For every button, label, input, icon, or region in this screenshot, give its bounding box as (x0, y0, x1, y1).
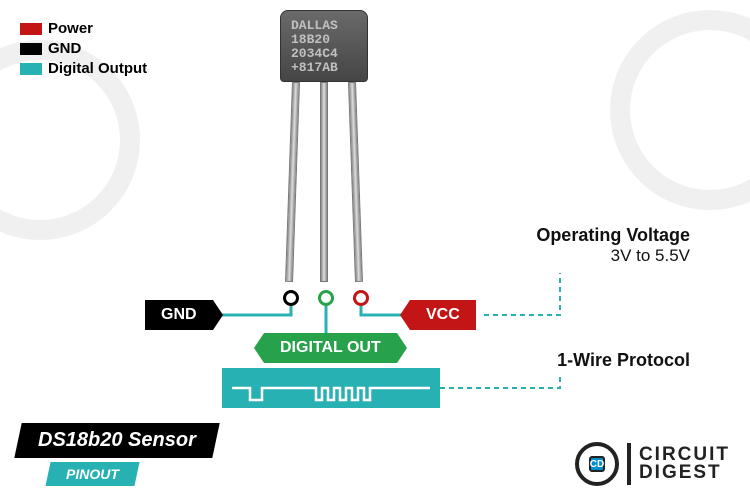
waveform-box (222, 368, 440, 408)
logo-icon: CD (575, 442, 619, 486)
pin-label-text: VCC (426, 306, 460, 323)
pin-label-text: GND (161, 306, 197, 323)
waveform-icon (222, 368, 440, 408)
annotation-value: 3V to 5.5V (536, 246, 690, 266)
title-sub: PINOUT (45, 462, 139, 486)
legend-label: GND (48, 40, 81, 57)
legend-item-power: Power (20, 20, 147, 37)
annotation-title: 1-Wire Protocol (557, 350, 690, 371)
title-block: DS18b20 Sensor PINOUT (18, 423, 216, 486)
legend-swatch (20, 23, 42, 35)
terminal-gnd (283, 290, 299, 306)
legend-item-digital: Digital Output (20, 60, 147, 77)
legend-swatch (20, 63, 42, 75)
title-main-text: DS18b20 Sensor (38, 429, 196, 452)
terminal-digital (318, 290, 334, 306)
pin-label-digital: DIGITAL OUT (264, 333, 397, 363)
brand-logo: CD CIRCUIT DIGEST (575, 442, 730, 486)
pin-label-text: DIGITAL OUT (280, 339, 381, 356)
logo-inner-icon: CD (589, 456, 605, 472)
annotation-protocol: 1-Wire Protocol (557, 350, 690, 371)
title-sub-text: PINOUT (66, 466, 119, 482)
annotation-title: Operating Voltage (536, 225, 690, 246)
pin-label-gnd: GND (145, 300, 213, 330)
legend-label: Digital Output (48, 60, 147, 77)
title-main: DS18b20 Sensor (14, 423, 219, 458)
terminal-vcc (353, 290, 369, 306)
logo-text: CIRCUIT DIGEST (639, 446, 730, 482)
legend: Power GND Digital Output (20, 20, 147, 80)
logo-divider (627, 443, 631, 485)
legend-item-gnd: GND (20, 40, 147, 57)
legend-swatch (20, 43, 42, 55)
pin-label-vcc: VCC (410, 300, 476, 330)
legend-label: Power (48, 20, 93, 37)
logo-line2: DIGEST (639, 464, 730, 482)
annotation-voltage: Operating Voltage 3V to 5.5V (536, 225, 690, 266)
